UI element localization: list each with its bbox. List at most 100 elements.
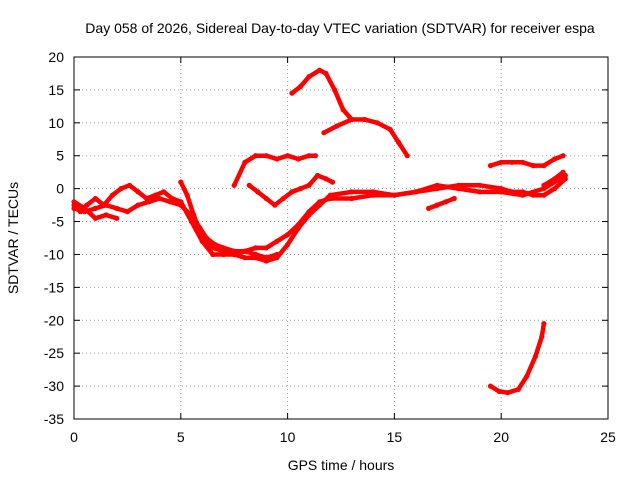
data-point [498,159,504,165]
y-tick-label: 10 [48,115,64,131]
chart-title: Day 058 of 2026, Sidereal Day-to-day VTE… [85,20,595,36]
data-point [289,189,295,195]
data-point [191,212,197,218]
data-point [443,199,449,205]
data-point [280,195,286,202]
y-tick-label: -15 [44,279,64,295]
data-point [306,153,312,159]
data-point [263,195,269,202]
data-point [263,153,269,159]
data-point [552,176,558,182]
y-tick-label: -30 [44,378,64,394]
data-point [103,202,109,208]
data-point [532,353,539,360]
data-point [541,192,547,198]
data-point [329,179,336,185]
data-point [274,251,280,258]
data-point [327,192,333,198]
x-tick-label: 15 [387,429,403,445]
axis-ticks: 0 5 10 15 20 25 -35 -30 -25 -20 -15 -10 -5 0 5 10 15 20 [44,49,616,445]
data-point [272,202,278,208]
y-tick-label: -25 [44,345,64,361]
data-point [321,130,327,136]
data-point [92,205,98,211]
series-track-m [541,169,566,188]
data-point [323,176,329,182]
data-point [391,192,397,198]
data-point [317,202,323,208]
data-point [103,212,109,218]
series-track-d [178,199,280,261]
data-point [477,189,483,195]
data-point [306,74,312,80]
data-point [349,189,355,195]
data-point [340,107,346,113]
data-point [135,202,141,208]
data-point [285,153,291,159]
data-point [451,195,457,202]
data-point [552,156,558,162]
data-point [295,156,301,162]
series-line [289,67,410,158]
data-point [434,182,440,188]
data-point [135,189,141,195]
data-point [274,156,280,162]
data-point [487,163,494,169]
y-tick-label: 20 [48,49,64,65]
data-point [82,205,88,211]
data-point [349,195,355,202]
y-tick-label: -10 [44,246,64,262]
data-point [520,192,526,198]
data-point [515,386,521,392]
data-point [255,189,261,195]
data-point [524,373,530,379]
data-point [312,153,318,159]
data-point [285,242,291,248]
data-point [295,225,301,231]
x-tick-label: 20 [493,429,509,445]
data-point [231,251,237,258]
data-point [156,195,162,202]
x-tick-label: 5 [177,429,185,445]
data-point [253,245,259,251]
data-point [498,189,504,195]
data-point [426,205,432,211]
data-point [210,251,216,258]
y-tick-label: 15 [48,82,64,98]
data-point [114,205,120,211]
data-point [317,67,323,73]
data-point [124,209,130,215]
data-point [455,186,462,192]
data-point [332,87,338,93]
data-point [118,186,124,192]
series-track-j [426,195,457,211]
series-track-b [71,176,568,254]
data-point [539,334,545,340]
data-point [374,120,380,126]
x-axis-label: GPS time / hours [288,457,395,473]
data-point [126,182,133,188]
data-point [253,251,259,258]
series-layer [71,67,568,396]
data-point [314,172,321,179]
y-tick-label: -5 [52,214,65,230]
y-axis-label: SDTVAR / TECUs [5,182,21,294]
data-point [509,159,515,165]
data-point [188,218,195,225]
series-track-k [487,153,566,169]
series-line [426,196,457,211]
data-point [404,153,410,159]
x-tick-label: 0 [70,429,78,445]
data-point [434,202,440,208]
data-point [92,215,98,221]
y-tick-label: -35 [44,411,64,427]
data-point [152,192,158,198]
data-point [246,182,252,188]
data-point [242,248,248,254]
data-point [560,153,566,159]
data-point [306,212,312,218]
data-point [530,163,536,169]
data-point [361,116,368,123]
data-point [242,159,248,165]
